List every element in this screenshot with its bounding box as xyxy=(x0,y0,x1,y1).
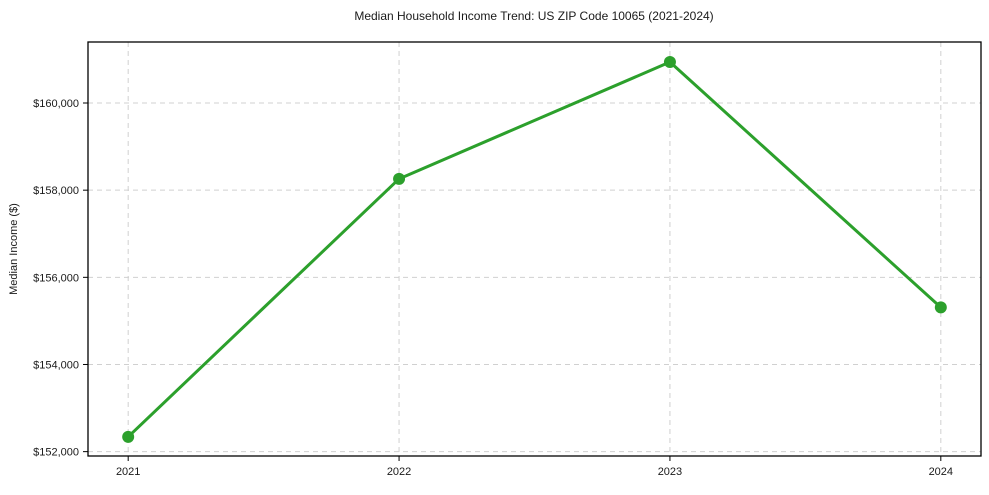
y-tick-label: $152,000 xyxy=(33,447,79,459)
data-point-marker xyxy=(663,56,676,69)
x-tick-label: 2021 xyxy=(116,466,140,478)
data-point-marker xyxy=(393,172,406,185)
chart-title: Median Household Income Trend: US ZIP Co… xyxy=(354,9,713,23)
data-point-marker xyxy=(934,301,947,314)
y-tick-label: $156,000 xyxy=(33,272,79,284)
plot-box xyxy=(87,41,982,457)
x-tick-label: 2022 xyxy=(387,466,411,478)
x-tick-label: 2024 xyxy=(929,466,953,478)
y-axis-label: Median Income ($) xyxy=(8,203,20,295)
data-point-marker xyxy=(122,430,135,443)
y-tick-label: $154,000 xyxy=(33,359,79,371)
y-tick-label: $160,000 xyxy=(33,98,79,110)
y-tick-label: $158,000 xyxy=(33,185,79,197)
series-line xyxy=(126,60,943,439)
x-tick-label: 2023 xyxy=(658,466,682,478)
plot-area: $152,000 $154,000 $156,000 $158,000 $160,000… xyxy=(33,41,982,478)
